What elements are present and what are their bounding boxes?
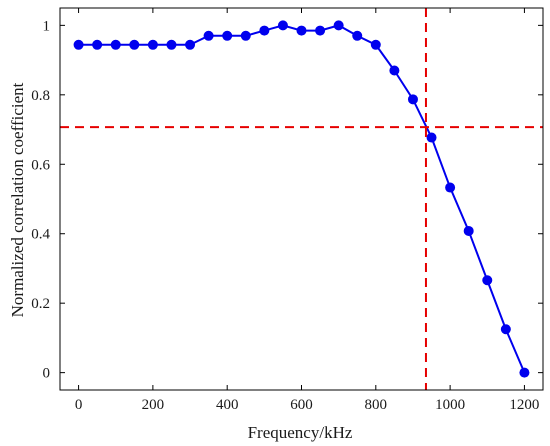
data-point xyxy=(333,20,344,31)
data-point xyxy=(315,25,326,36)
x-axis-label: Frequency/kHz xyxy=(248,423,353,442)
data-point xyxy=(519,367,530,378)
x-tick-label: 1200 xyxy=(509,397,539,413)
plot-frame xyxy=(59,7,544,391)
data-point xyxy=(482,275,493,286)
data-point xyxy=(445,182,456,193)
data-point xyxy=(73,39,84,50)
data-point xyxy=(407,94,418,105)
data-point xyxy=(185,39,196,50)
x-tick-label: 800 xyxy=(365,397,388,413)
data-point xyxy=(222,30,233,41)
y-tick-label: 0 xyxy=(43,366,51,382)
data-point xyxy=(277,20,288,31)
data-point xyxy=(129,39,140,50)
plot-area xyxy=(60,8,543,390)
x-tick-label: 1000 xyxy=(435,397,465,413)
y-tick-label: 0.6 xyxy=(31,157,50,173)
data-point xyxy=(370,39,381,50)
data-point xyxy=(352,30,363,41)
series-line xyxy=(78,24,526,374)
axes: 0 200 400 600 800 1000 1200 0 0.2 0.4 0.6 0.8 1 xyxy=(31,7,544,413)
data-point xyxy=(426,132,437,143)
y-tick-label: 0.4 xyxy=(31,227,50,243)
y-tick-label: 0.2 xyxy=(31,296,50,312)
data-point xyxy=(500,324,511,335)
data-point xyxy=(147,39,158,50)
data-point xyxy=(110,39,121,50)
data-point xyxy=(463,225,474,236)
y-tick-label: 0.8 xyxy=(31,88,50,104)
y-tick-label: 1 xyxy=(43,18,51,34)
data-point xyxy=(259,25,270,36)
data-point xyxy=(92,39,103,50)
y-axis-label: Normalized correlation coefficient xyxy=(8,82,27,317)
x-tick-label: 200 xyxy=(142,397,165,413)
x-tick-label: 400 xyxy=(216,397,239,413)
data-point xyxy=(203,30,214,41)
x-tick-label: 0 xyxy=(75,397,83,413)
data-point xyxy=(166,39,177,50)
data-point xyxy=(240,30,251,41)
data-point xyxy=(296,25,307,36)
x-tick-label: 600 xyxy=(290,397,313,413)
data-point xyxy=(389,65,400,76)
